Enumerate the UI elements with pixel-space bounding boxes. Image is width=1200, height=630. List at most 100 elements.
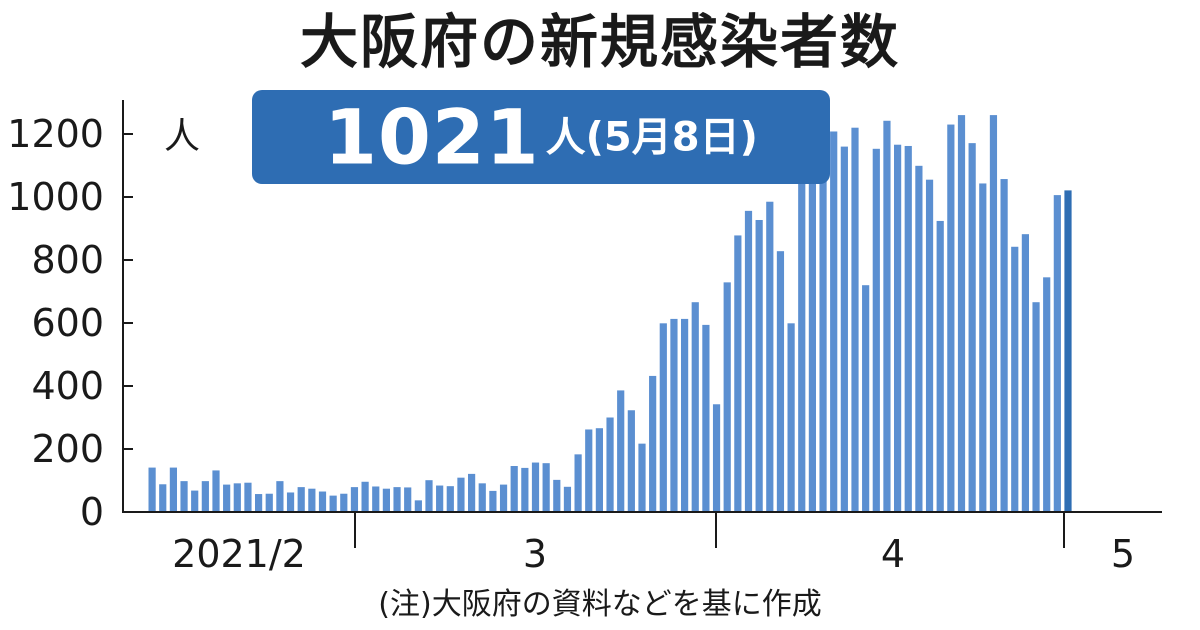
daily-bar bbox=[691, 302, 699, 512]
daily-bar bbox=[872, 148, 880, 512]
daily-bar bbox=[340, 493, 348, 512]
y-axis-unit-label: 人 bbox=[164, 116, 200, 157]
daily-bar bbox=[446, 486, 454, 512]
y-tick-label: 800 bbox=[31, 238, 104, 282]
callout-date: (5月8日) bbox=[585, 114, 758, 161]
daily-bar bbox=[617, 390, 625, 512]
daily-bar bbox=[233, 483, 241, 512]
daily-bar bbox=[1032, 302, 1040, 512]
daily-bar bbox=[244, 482, 252, 512]
daily-bar bbox=[670, 318, 678, 512]
daily-bar bbox=[297, 487, 305, 512]
daily-bar bbox=[606, 417, 614, 512]
axes bbox=[122, 100, 1162, 548]
daily-bar bbox=[404, 487, 412, 512]
daily-bar bbox=[521, 467, 529, 512]
daily-bar bbox=[1000, 179, 1008, 513]
daily-bar bbox=[915, 165, 923, 512]
daily-bar bbox=[776, 251, 785, 512]
daily-bar bbox=[180, 481, 188, 512]
daily-bar bbox=[894, 144, 902, 512]
x-axis-labels: 2021/2 3 4 5 bbox=[172, 532, 1135, 576]
daily-bar bbox=[478, 483, 486, 512]
daily-bar bbox=[191, 490, 199, 512]
daily-bar bbox=[286, 492, 295, 512]
daily-bar bbox=[531, 462, 540, 512]
daily-bar bbox=[276, 481, 284, 512]
daily-bar bbox=[510, 466, 518, 512]
daily-bar bbox=[681, 318, 689, 512]
daily-bar bbox=[947, 124, 955, 513]
daily-bar bbox=[659, 323, 667, 512]
daily-bar bbox=[169, 467, 177, 512]
daily-bar bbox=[851, 127, 859, 512]
y-tick-label: 200 bbox=[31, 427, 104, 471]
daily-bar bbox=[627, 410, 635, 512]
daily-bar bbox=[712, 404, 721, 512]
daily-bar bbox=[957, 115, 966, 512]
daily-bar bbox=[979, 183, 987, 512]
daily-bar bbox=[148, 467, 156, 512]
daily-bar bbox=[255, 494, 263, 512]
daily-bar bbox=[798, 165, 806, 512]
daily-bar bbox=[989, 115, 998, 512]
daily-bar bbox=[223, 484, 231, 512]
daily-bar bbox=[436, 485, 444, 512]
daily-bar bbox=[862, 285, 870, 512]
daily-bar bbox=[372, 486, 380, 512]
daily-bar bbox=[1053, 195, 1061, 513]
daily-bar bbox=[766, 201, 774, 512]
y-axis-ticks: 0 200 400 600 800 1000 1200 bbox=[7, 112, 133, 534]
daily-bar bbox=[414, 500, 422, 512]
daily-bar bbox=[201, 481, 209, 512]
callout-value: 1021 bbox=[324, 92, 540, 182]
daily-bar bbox=[563, 486, 572, 512]
daily-bar bbox=[1021, 234, 1029, 513]
source-note: (注)大阪府の資料などを基に作成 bbox=[378, 587, 822, 622]
daily-bar bbox=[723, 282, 731, 512]
x-tick-label: 3 bbox=[523, 532, 547, 576]
daily-bar bbox=[840, 146, 848, 512]
daily-bar bbox=[702, 324, 710, 512]
y-tick-label: 0 bbox=[80, 490, 104, 534]
x-tick-label: 2021/2 bbox=[172, 532, 306, 576]
daily-bar bbox=[499, 484, 508, 512]
bar-series bbox=[148, 115, 1072, 513]
daily-bar bbox=[542, 463, 550, 512]
daily-bar bbox=[265, 493, 273, 512]
daily-bar bbox=[936, 220, 944, 512]
daily-bar bbox=[1011, 246, 1019, 512]
daily-bar bbox=[968, 143, 976, 512]
daily-bar bbox=[925, 179, 934, 513]
daily-bar bbox=[468, 473, 476, 512]
daily-bar bbox=[350, 487, 359, 512]
daily-bar bbox=[904, 145, 912, 512]
daily-bar bbox=[159, 484, 167, 512]
latest-value-callout: 1021 人(5月8日) bbox=[252, 90, 830, 184]
daily-bar bbox=[883, 120, 891, 513]
daily-bar bbox=[574, 454, 582, 512]
daily-bar bbox=[329, 495, 337, 512]
daily-bar bbox=[425, 480, 433, 512]
x-tick-label: 4 bbox=[881, 532, 905, 576]
chart-title: 大阪府の新規感染者数 bbox=[299, 8, 900, 76]
daily-bar bbox=[553, 479, 561, 512]
daily-bar bbox=[787, 323, 795, 512]
callout-unit: 人 bbox=[545, 114, 586, 161]
latest-bar bbox=[1064, 190, 1072, 512]
daily-bar bbox=[585, 429, 593, 512]
x-tick-label: 5 bbox=[1111, 532, 1135, 576]
daily-bar bbox=[489, 490, 497, 512]
daily-bar bbox=[638, 443, 646, 512]
daily-bar bbox=[830, 131, 838, 513]
daily-bar bbox=[755, 219, 763, 512]
daily-bar bbox=[318, 491, 327, 512]
daily-bar bbox=[595, 428, 603, 512]
daily-bar bbox=[393, 487, 401, 512]
daily-bar bbox=[457, 477, 465, 512]
daily-bar bbox=[1043, 277, 1051, 512]
daily-bar bbox=[734, 235, 742, 512]
daily-bar bbox=[382, 488, 390, 512]
daily-bar bbox=[212, 470, 220, 512]
